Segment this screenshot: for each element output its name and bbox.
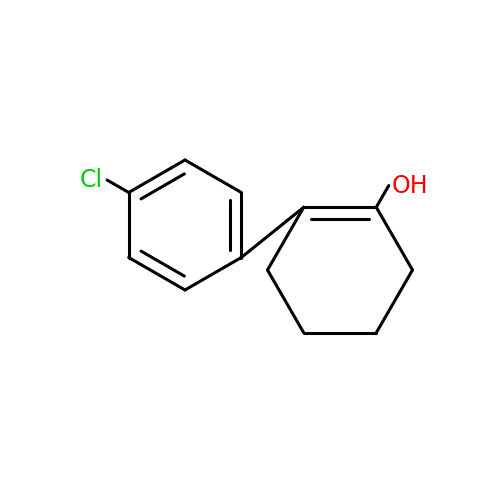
Text: Cl: Cl xyxy=(80,168,103,192)
Text: OH: OH xyxy=(391,174,428,198)
